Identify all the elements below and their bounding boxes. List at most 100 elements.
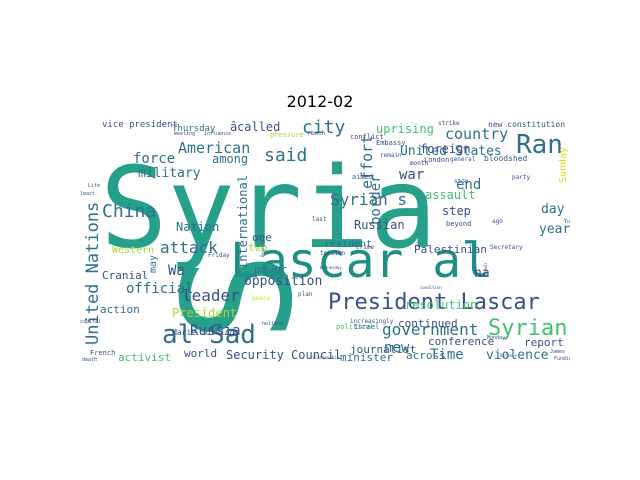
cloud-word: conference bbox=[428, 335, 494, 348]
cloud-word: party bbox=[512, 174, 530, 181]
cloud-word: minister bbox=[340, 351, 393, 362]
cloud-word: continued bbox=[398, 317, 458, 330]
cloud-word: reach bbox=[307, 130, 325, 137]
cloud-word: Despite bbox=[260, 240, 265, 257]
cloud-word: President bbox=[172, 306, 237, 320]
cloud-word: report bbox=[524, 336, 564, 349]
cloud-word: general bbox=[450, 156, 476, 163]
cloud-word: effort bbox=[358, 135, 376, 189]
cloud-word: ago bbox=[492, 218, 503, 225]
cloud-word: Ran bbox=[516, 130, 563, 160]
cloud-word: month bbox=[410, 160, 428, 167]
cloud-word: activist bbox=[118, 351, 171, 362]
cloud-word: called bbox=[237, 120, 280, 134]
cloud-word: James bbox=[550, 349, 565, 355]
cloud-word: Russian bbox=[354, 218, 405, 232]
cloud-word: aimed bbox=[352, 173, 373, 181]
cloud-word: peace bbox=[252, 295, 270, 302]
cloud-word: â bbox=[230, 120, 237, 134]
cloud-word: Embassy bbox=[376, 139, 406, 147]
cloud-word: conflict bbox=[350, 133, 384, 141]
cloud-word: vice president bbox=[102, 120, 178, 130]
cloud-word: stop bbox=[454, 178, 469, 185]
cloud-word: death bbox=[82, 357, 97, 362]
cloud-word: Marie Solving bbox=[172, 328, 235, 337]
cloud-word: resolution bbox=[405, 298, 477, 312]
cloud-word: increasingly bbox=[350, 318, 394, 325]
cloud-word: Funding bbox=[554, 356, 570, 362]
cloud-word: country bbox=[445, 125, 508, 143]
cloud-word: Time bbox=[430, 347, 464, 362]
cloud-word: Syrian bbox=[488, 316, 567, 341]
cloud-word: meeting bbox=[174, 131, 195, 137]
cloud-word: city bbox=[302, 117, 346, 138]
cloud-word: Tunisia bbox=[564, 219, 570, 225]
cloud-word: plan bbox=[298, 291, 313, 298]
cloud-word: Monday bbox=[487, 335, 505, 341]
cloud-word: Syria bbox=[100, 144, 437, 274]
cloud-word: Lascar al bbox=[230, 233, 490, 289]
cloud-word: military bbox=[138, 166, 201, 181]
cloud-word: S bbox=[152, 252, 326, 342]
cloud-word: strike bbox=[438, 120, 460, 127]
cloud-word: Cranial bbox=[102, 269, 148, 282]
cloud-word: uprising bbox=[376, 122, 434, 136]
cloud-word: relationship bbox=[310, 355, 339, 360]
cloud-word: government bbox=[382, 320, 478, 339]
cloud-word: pressure bbox=[270, 131, 304, 139]
cloud-word: Thursday bbox=[172, 124, 216, 134]
cloud-word: China bbox=[102, 201, 156, 222]
cloud-word: official bbox=[126, 281, 193, 297]
cloud-word: Security Council bbox=[226, 348, 342, 362]
cloud-word: President Lascar bbox=[328, 290, 540, 315]
cloud-word: opposition bbox=[244, 274, 322, 289]
cloud-word: Friday bbox=[208, 252, 230, 259]
cloud-word: war bbox=[399, 167, 424, 183]
cloud-word: beyond bbox=[446, 220, 471, 228]
cloud-word: al Sad bbox=[162, 320, 256, 350]
cloud-word: Wednesday bbox=[320, 265, 342, 270]
cloud-word: last bbox=[312, 216, 327, 223]
cloud-word: new bbox=[384, 340, 410, 356]
cloud-word: bloodshed bbox=[484, 154, 528, 163]
cloud-word: political bbox=[336, 323, 374, 331]
cloud-word: crime bbox=[356, 244, 374, 251]
cloud-word: tension bbox=[320, 250, 346, 257]
cloud-word: assault bbox=[425, 188, 476, 202]
cloud-word: world bbox=[184, 347, 217, 360]
cloud-word: Life bbox=[88, 183, 100, 189]
cloud-word: Palestinian bbox=[414, 243, 487, 256]
cloud-word: capital bbox=[80, 319, 101, 325]
cloud-word: Syrian s bbox=[330, 190, 407, 209]
cloud-word: international bbox=[236, 175, 250, 269]
cloud-word: border bbox=[368, 174, 384, 225]
cloud-word: condition bbox=[420, 285, 442, 290]
cloud-word: Israel bbox=[354, 323, 379, 331]
cloud-word: among bbox=[212, 152, 248, 166]
cloud-word: end bbox=[456, 177, 481, 193]
cloud-word: Assadi bbox=[483, 262, 488, 277]
cloud-word: holland bbox=[262, 321, 283, 327]
cloud-word: force bbox=[133, 151, 175, 167]
cloud-word: influence bbox=[204, 131, 231, 137]
cloud-word: Wa bbox=[168, 263, 185, 279]
cloud-word: United Nations bbox=[83, 202, 103, 345]
cloud-word: foreign bbox=[420, 142, 471, 156]
cloud-word: violence bbox=[486, 348, 549, 362]
cloud-word: two bbox=[248, 241, 268, 254]
cloud-word: action bbox=[100, 303, 140, 316]
cloud-word: least bbox=[80, 191, 95, 197]
cloud-word: Defense bbox=[500, 353, 517, 358]
cloud-word: one bbox=[252, 231, 272, 244]
cloud-word: Secretary bbox=[490, 244, 523, 251]
cloud-word: Sunday bbox=[558, 147, 569, 183]
cloud-word: Russia bbox=[190, 323, 241, 339]
cloud-word: ha bbox=[474, 266, 490, 281]
cloud-word: year bbox=[539, 222, 570, 237]
cloud-word: remain bbox=[380, 152, 402, 159]
cloud-word: London bbox=[424, 156, 449, 164]
cloud-word: United States bbox=[400, 144, 502, 159]
cloud-word: across bbox=[406, 349, 446, 362]
cloud-word: leader bbox=[182, 286, 240, 305]
